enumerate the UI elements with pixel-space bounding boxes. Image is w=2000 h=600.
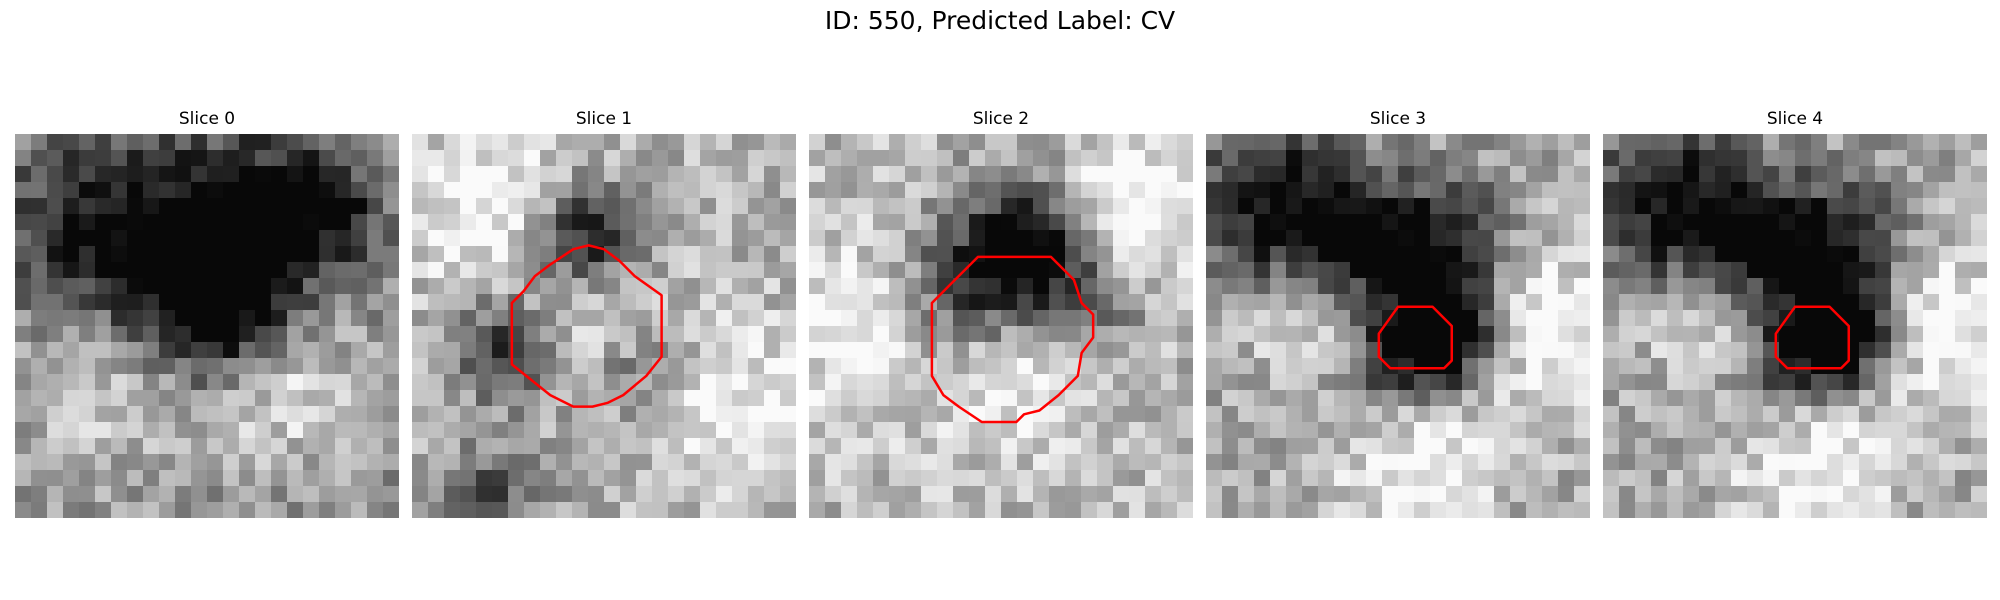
segmentation-contour xyxy=(510,244,663,408)
segmentation-contour xyxy=(1377,305,1454,370)
segmentation-contour xyxy=(1774,305,1851,370)
slice-panel-0: Slice 0 xyxy=(15,108,399,518)
slice-title: Slice 1 xyxy=(575,109,633,129)
slice-image xyxy=(809,134,1193,518)
slice-title: Slice 2 xyxy=(972,109,1030,129)
slice-image xyxy=(1206,134,1590,518)
slice-image xyxy=(412,134,796,518)
pixel-grid xyxy=(412,134,796,518)
pixel-grid xyxy=(1603,134,1987,518)
slice-title: Slice 0 xyxy=(178,109,236,129)
slice-title: Slice 4 xyxy=(1766,109,1824,129)
pixel-grid xyxy=(809,134,1193,518)
slice-panel-3: Slice 3 xyxy=(1206,108,1590,518)
slice-image xyxy=(15,134,399,518)
segmentation-contour xyxy=(930,255,1095,424)
slice-title: Slice 3 xyxy=(1369,109,1427,129)
slice-panel-1: Slice 1 xyxy=(412,108,796,518)
pixel-grid xyxy=(15,134,399,518)
slice-panel-2: Slice 2 xyxy=(809,108,1193,518)
figure-title: ID: 550, Predicted Label: CV xyxy=(824,6,1176,35)
pixel-grid xyxy=(1206,134,1590,518)
slice-panel-4: Slice 4 xyxy=(1603,108,1987,518)
slice-image xyxy=(1603,134,1987,518)
